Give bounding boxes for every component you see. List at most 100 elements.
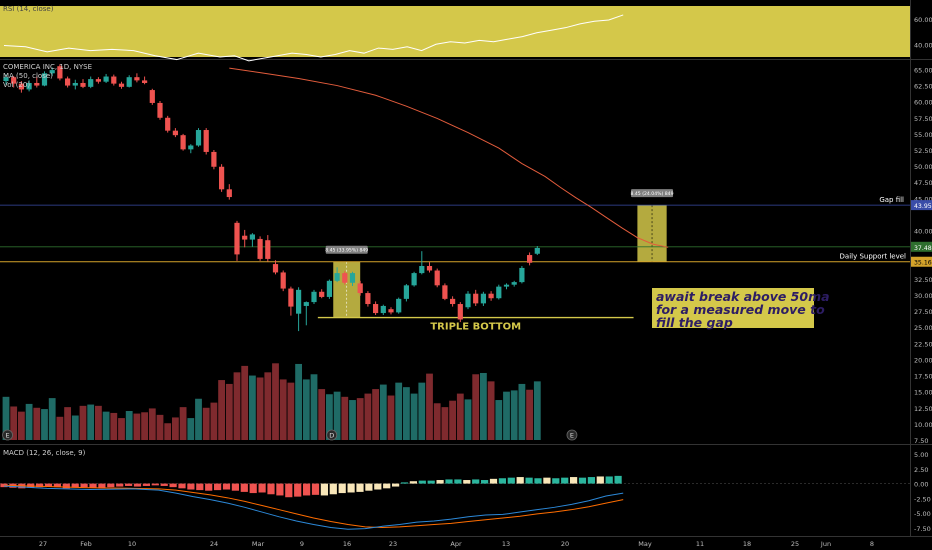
support-price-tag-bg — [911, 256, 932, 267]
candle-body — [396, 298, 402, 313]
macd-hist-bar — [169, 483, 177, 488]
candle-body — [357, 283, 363, 294]
macd-hist-bar — [222, 483, 231, 490]
triple-bottom-label: TRIPLE BOTTOM — [430, 322, 521, 333]
macd-hist-bar — [400, 482, 409, 484]
price-axis-tick: 65.00 — [914, 66, 932, 74]
volume-bar — [326, 394, 333, 440]
candle-body — [195, 130, 202, 146]
macd-hist-bar — [489, 478, 498, 484]
analysis-note: await break above 50ma for a measured mo… — [652, 288, 830, 330]
volume-bar — [279, 379, 287, 440]
current-price-tag: 37.48 — [914, 245, 932, 252]
gap-fill-label: Gap fill — [879, 196, 904, 204]
macd-hist-bar — [481, 480, 489, 484]
candle-body — [373, 304, 379, 314]
macd-hist-bar — [205, 483, 213, 491]
macd-hist-bar — [231, 483, 239, 491]
macd-hist-bar — [347, 483, 355, 493]
price-axis-tick: 62.50 — [914, 83, 932, 91]
x-axis-tick: 9 — [300, 540, 304, 548]
volume-bar — [79, 405, 87, 440]
macd-hist-bar — [463, 480, 471, 484]
macd-hist-bar — [214, 483, 222, 491]
volume-bar — [356, 398, 364, 440]
candle-body — [519, 267, 525, 283]
macd-hist-bar — [125, 483, 133, 486]
macd-axis-tick: -5.00 — [914, 510, 931, 518]
candle-body — [527, 255, 533, 263]
candle-body — [72, 82, 78, 86]
price-axis-tick: 22.50 — [914, 340, 932, 348]
candle-body — [450, 298, 456, 305]
candle-body — [111, 76, 117, 84]
price-axis-tick: 32.50 — [914, 276, 932, 284]
volume-bar — [403, 387, 410, 440]
price-axis-tick: 12.50 — [914, 405, 932, 413]
candle-body — [188, 145, 194, 150]
price-axis-tick: 55.00 — [914, 131, 932, 139]
macd-hist-bar — [525, 477, 533, 484]
candle-body — [473, 293, 479, 304]
macd-hist-bar — [62, 483, 70, 489]
candle-body — [296, 289, 302, 314]
x-axis-tick: Jun — [820, 540, 831, 548]
candle-body — [496, 286, 502, 299]
volume-bar — [410, 393, 418, 440]
volume-bar — [480, 372, 487, 440]
candle-body — [219, 166, 225, 190]
candle-body — [442, 285, 448, 299]
candle-body — [326, 280, 332, 297]
volume-bar — [395, 382, 403, 440]
candle-body — [80, 82, 86, 87]
volume-bar — [249, 375, 256, 440]
macd-hist-bar — [596, 476, 604, 484]
rsi-axis-tick: 60.00 — [914, 16, 932, 24]
volume-bar — [349, 400, 356, 440]
volume-bar — [141, 412, 148, 440]
candle-body — [65, 78, 71, 86]
volume-bar — [125, 411, 133, 440]
macd-hist-bar — [276, 483, 284, 496]
candle-body — [157, 102, 163, 118]
candle-body — [118, 83, 125, 87]
candle-body — [388, 309, 394, 313]
candle-body — [488, 293, 494, 299]
macd-hist-bar — [561, 477, 569, 484]
price-axis-tick: 45.00 — [914, 195, 932, 203]
volume-bar — [41, 409, 48, 440]
volume-bar — [333, 391, 341, 440]
macd-hist-bar — [436, 480, 444, 484]
event-marker-circle — [566, 429, 578, 441]
volume-bar — [318, 389, 326, 440]
macd-hist-bar — [543, 477, 551, 484]
volume-bar — [110, 412, 118, 440]
candle-body — [380, 305, 386, 314]
macd-hist-bar — [187, 483, 195, 490]
macd-hist-bar — [285, 483, 293, 498]
macd-line — [3, 485, 624, 530]
candle-body — [26, 82, 32, 90]
candle-body — [41, 73, 48, 86]
macd-hist-bar — [258, 483, 266, 493]
volume-bar — [426, 373, 433, 440]
macd-axis-tick: 0.00 — [914, 481, 928, 489]
price-axis-tick: 60.00 — [914, 99, 932, 107]
candle-body — [172, 130, 178, 136]
volume-bar — [233, 372, 241, 440]
macd-hist-bar — [116, 483, 124, 487]
volume-bar — [133, 413, 141, 440]
macd-title: MACD (12, 26, close, 9) — [3, 449, 86, 457]
note-line-3: fill the gap — [656, 315, 733, 330]
macd-hist-bar — [249, 483, 257, 494]
volume-bar — [172, 417, 179, 440]
candle-body — [503, 284, 510, 287]
current-price-tag-bg — [911, 241, 932, 252]
event-marker: D — [329, 432, 334, 440]
rsi-axis-tick: 40.00 — [914, 41, 932, 49]
candle-body — [34, 82, 40, 86]
candle-body — [511, 282, 517, 285]
volume-bar — [295, 363, 302, 440]
x-axis-tick: 24 — [210, 540, 218, 548]
